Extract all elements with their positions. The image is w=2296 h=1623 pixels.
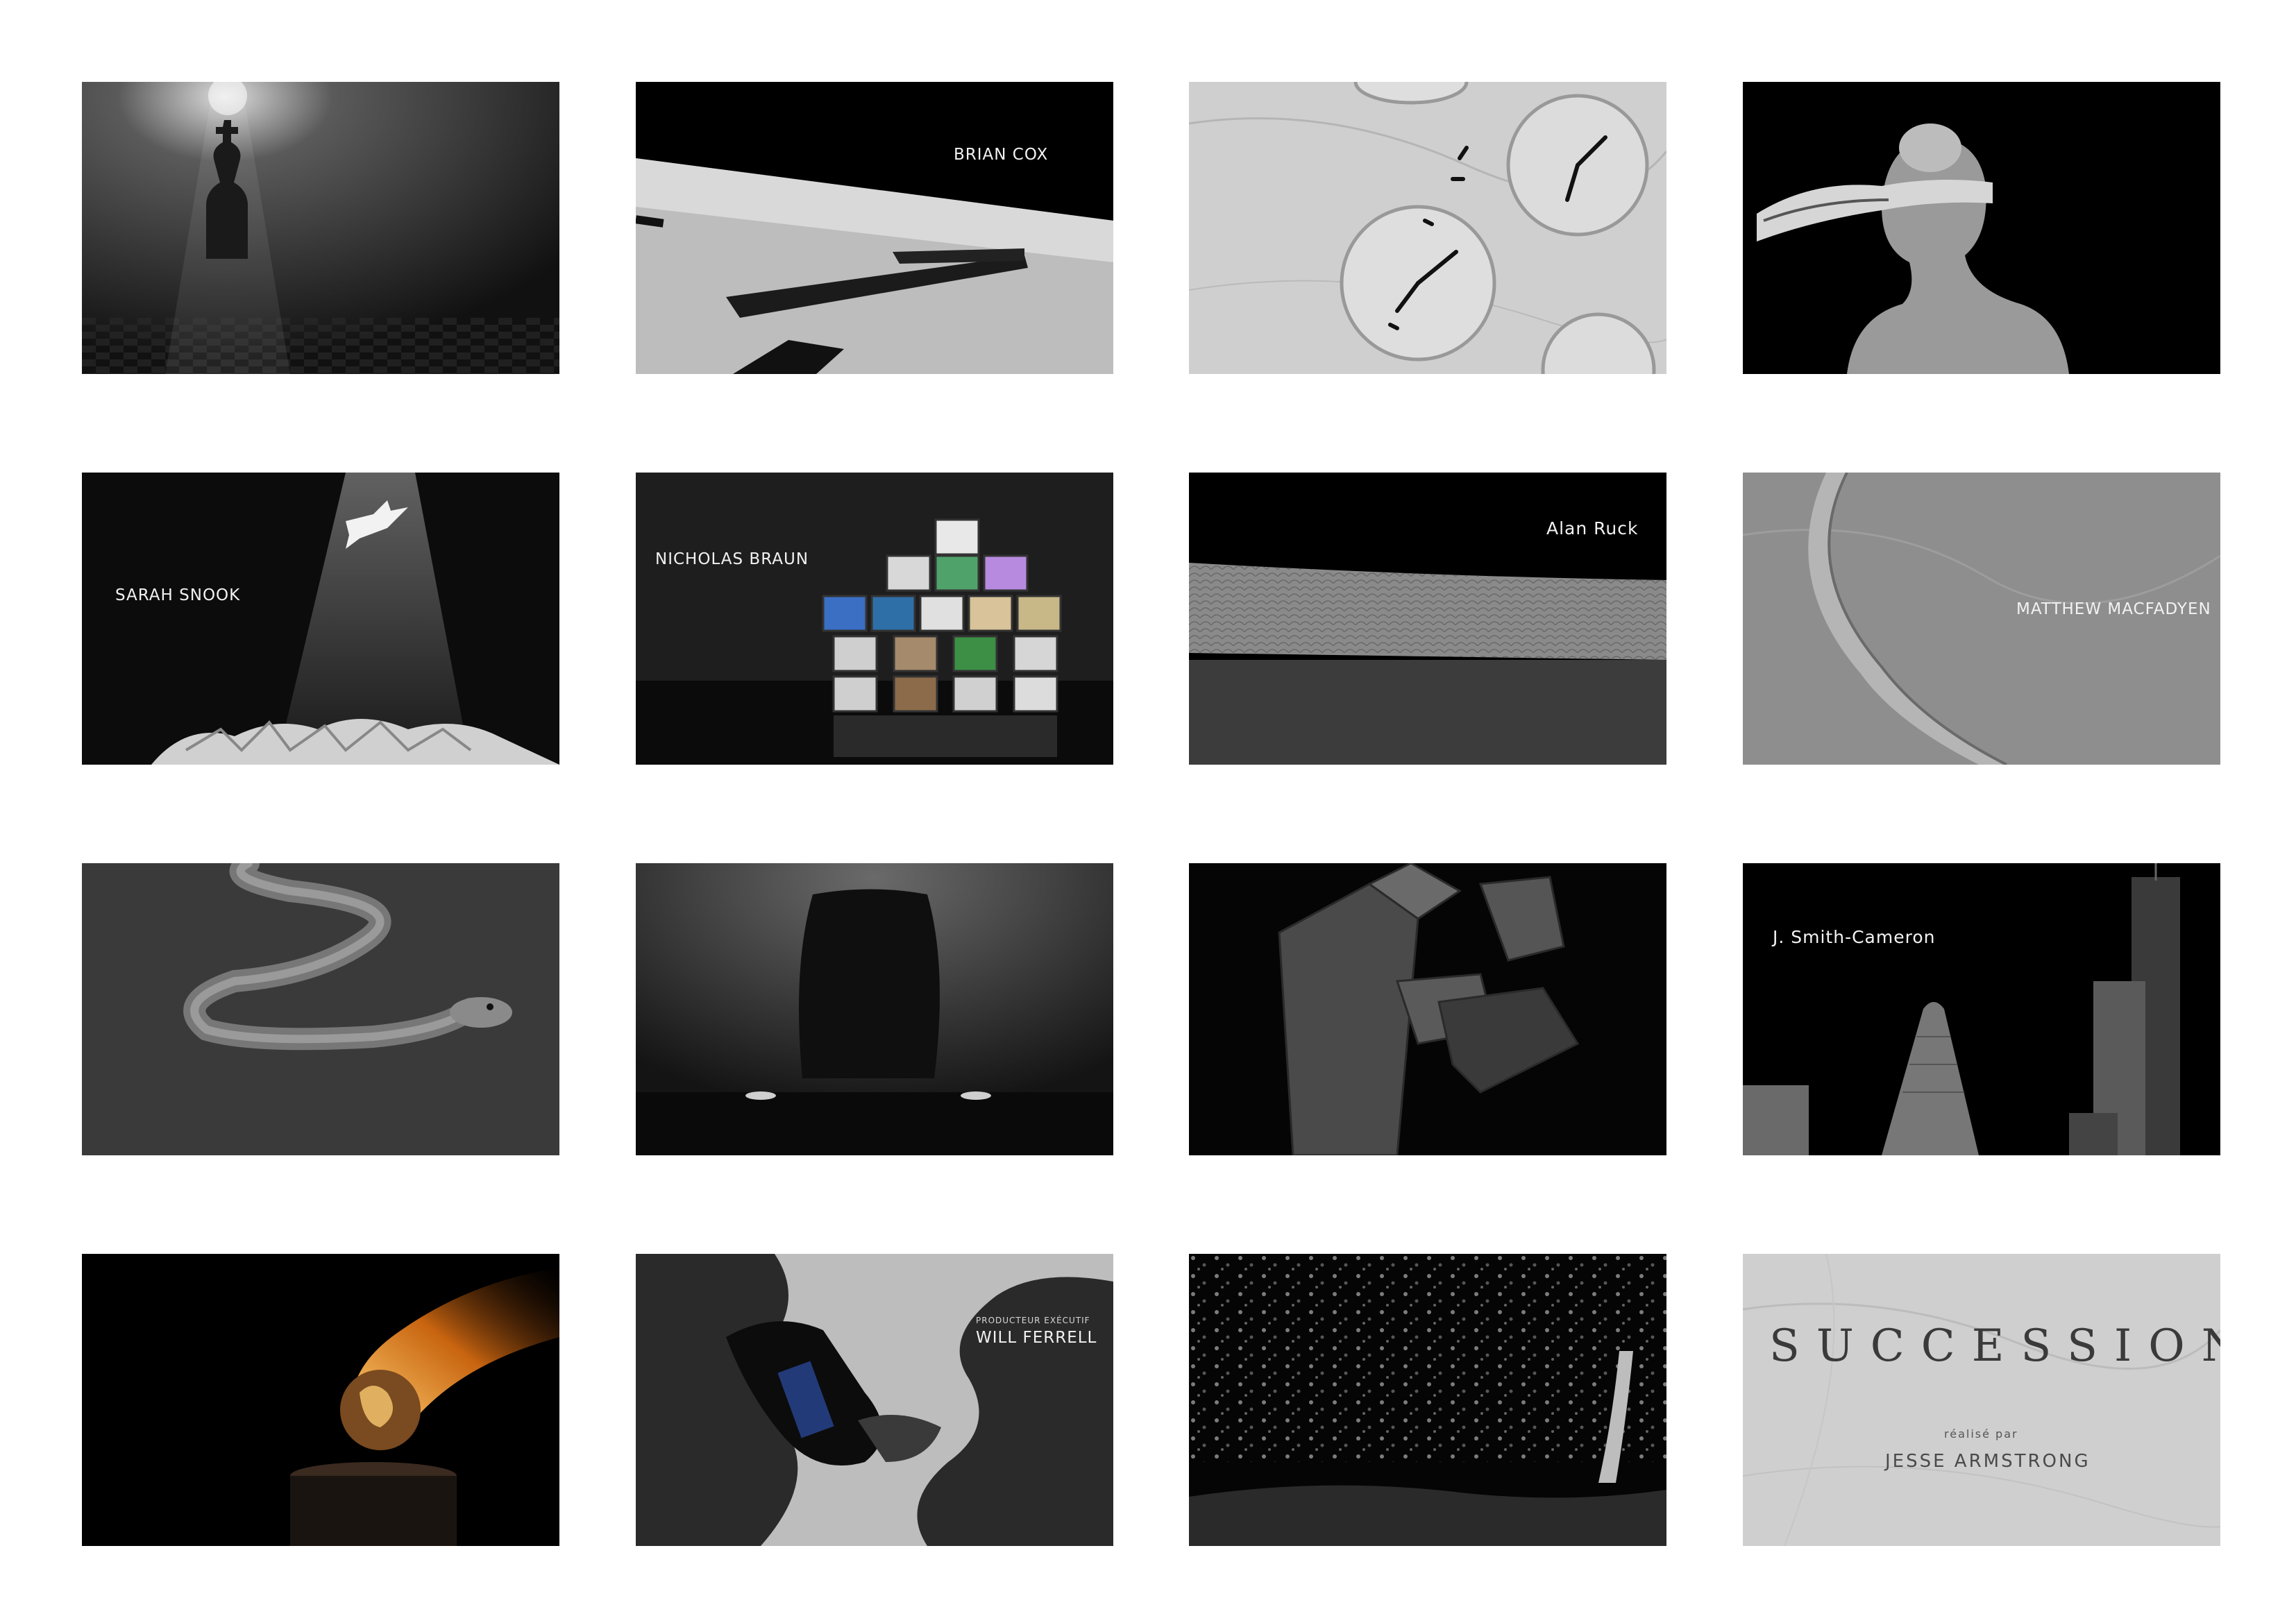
burning-globe-image <box>82 1254 559 1546</box>
pillars-image <box>1189 863 1666 1155</box>
credit-caption: SARAH SNOOK <box>115 586 241 604</box>
frame-tv-wall: NICHOLAS BRAUN <box>636 473 1113 765</box>
frame-office-chair <box>636 863 1113 1155</box>
credit-caption: MATTHEW MACFADYEN <box>2016 600 2211 618</box>
frame-city-towers: J. Smith-Cameron <box>1743 863 2220 1155</box>
frame-snake-skin-edge: Alan Ruck <box>1189 473 1666 765</box>
frame-tree-leaves <box>1189 1254 1666 1546</box>
credit-caption: BRIAN COX <box>954 146 1049 164</box>
frame-pillars <box>1189 863 1666 1155</box>
frame-clock-hands: BRIAN COX <box>636 82 1113 374</box>
directed-by-label: réalisé par <box>1944 1427 2018 1441</box>
credit-caption: WILL FERRELL <box>976 1329 1097 1347</box>
frame-snake <box>82 863 559 1155</box>
frame-plane-spotlight: SARAH SNOOK <box>82 473 559 765</box>
frame-liquid-blob: PRODUCTEUR EXÉCUTIF WILL FERRELL <box>636 1254 1113 1546</box>
frame-blindfold-statue <box>1743 82 2220 374</box>
director-name: JESSE ARMSTRONG <box>1885 1451 2091 1472</box>
snake-skin-edge-image <box>1189 473 1666 765</box>
frame-title-card: SUCCESSION réalisé par JESSE ARMSTRONG <box>1743 1254 2220 1546</box>
credit-caption: J. Smith-Cameron <box>1773 927 1936 947</box>
plane-spotlight-image <box>82 473 559 765</box>
credit-caption: NICHOLAS BRAUN <box>655 550 809 568</box>
frame-marble-snake-curve: MATTHEW MACFADYEN <box>1743 473 2220 765</box>
frame-marble-clocks <box>1189 82 1666 374</box>
credit-caption: Alan Ruck <box>1546 518 1639 538</box>
credit-role: PRODUCTEUR EXÉCUTIF <box>976 1316 1090 1325</box>
snake-image <box>82 863 559 1155</box>
marble-clocks-image <box>1189 82 1666 374</box>
office-chair-image <box>636 863 1113 1155</box>
blindfold-statue-image <box>1743 82 2220 374</box>
marble-snake-curve-image <box>1743 473 2220 765</box>
liquid-blob-image <box>636 1254 1113 1546</box>
tv-wall-image <box>636 473 1113 765</box>
frame-burning-globe <box>82 1254 559 1546</box>
city-towers-image <box>1743 863 2220 1155</box>
tree-leaves-image <box>1189 1254 1666 1546</box>
show-title: SUCCESSION <box>1769 1320 2220 1372</box>
clock-hands-image <box>636 82 1113 374</box>
chess-king-image <box>82 82 559 374</box>
marble-title-background <box>1743 1254 2220 1546</box>
frame-chess-king <box>82 82 559 374</box>
